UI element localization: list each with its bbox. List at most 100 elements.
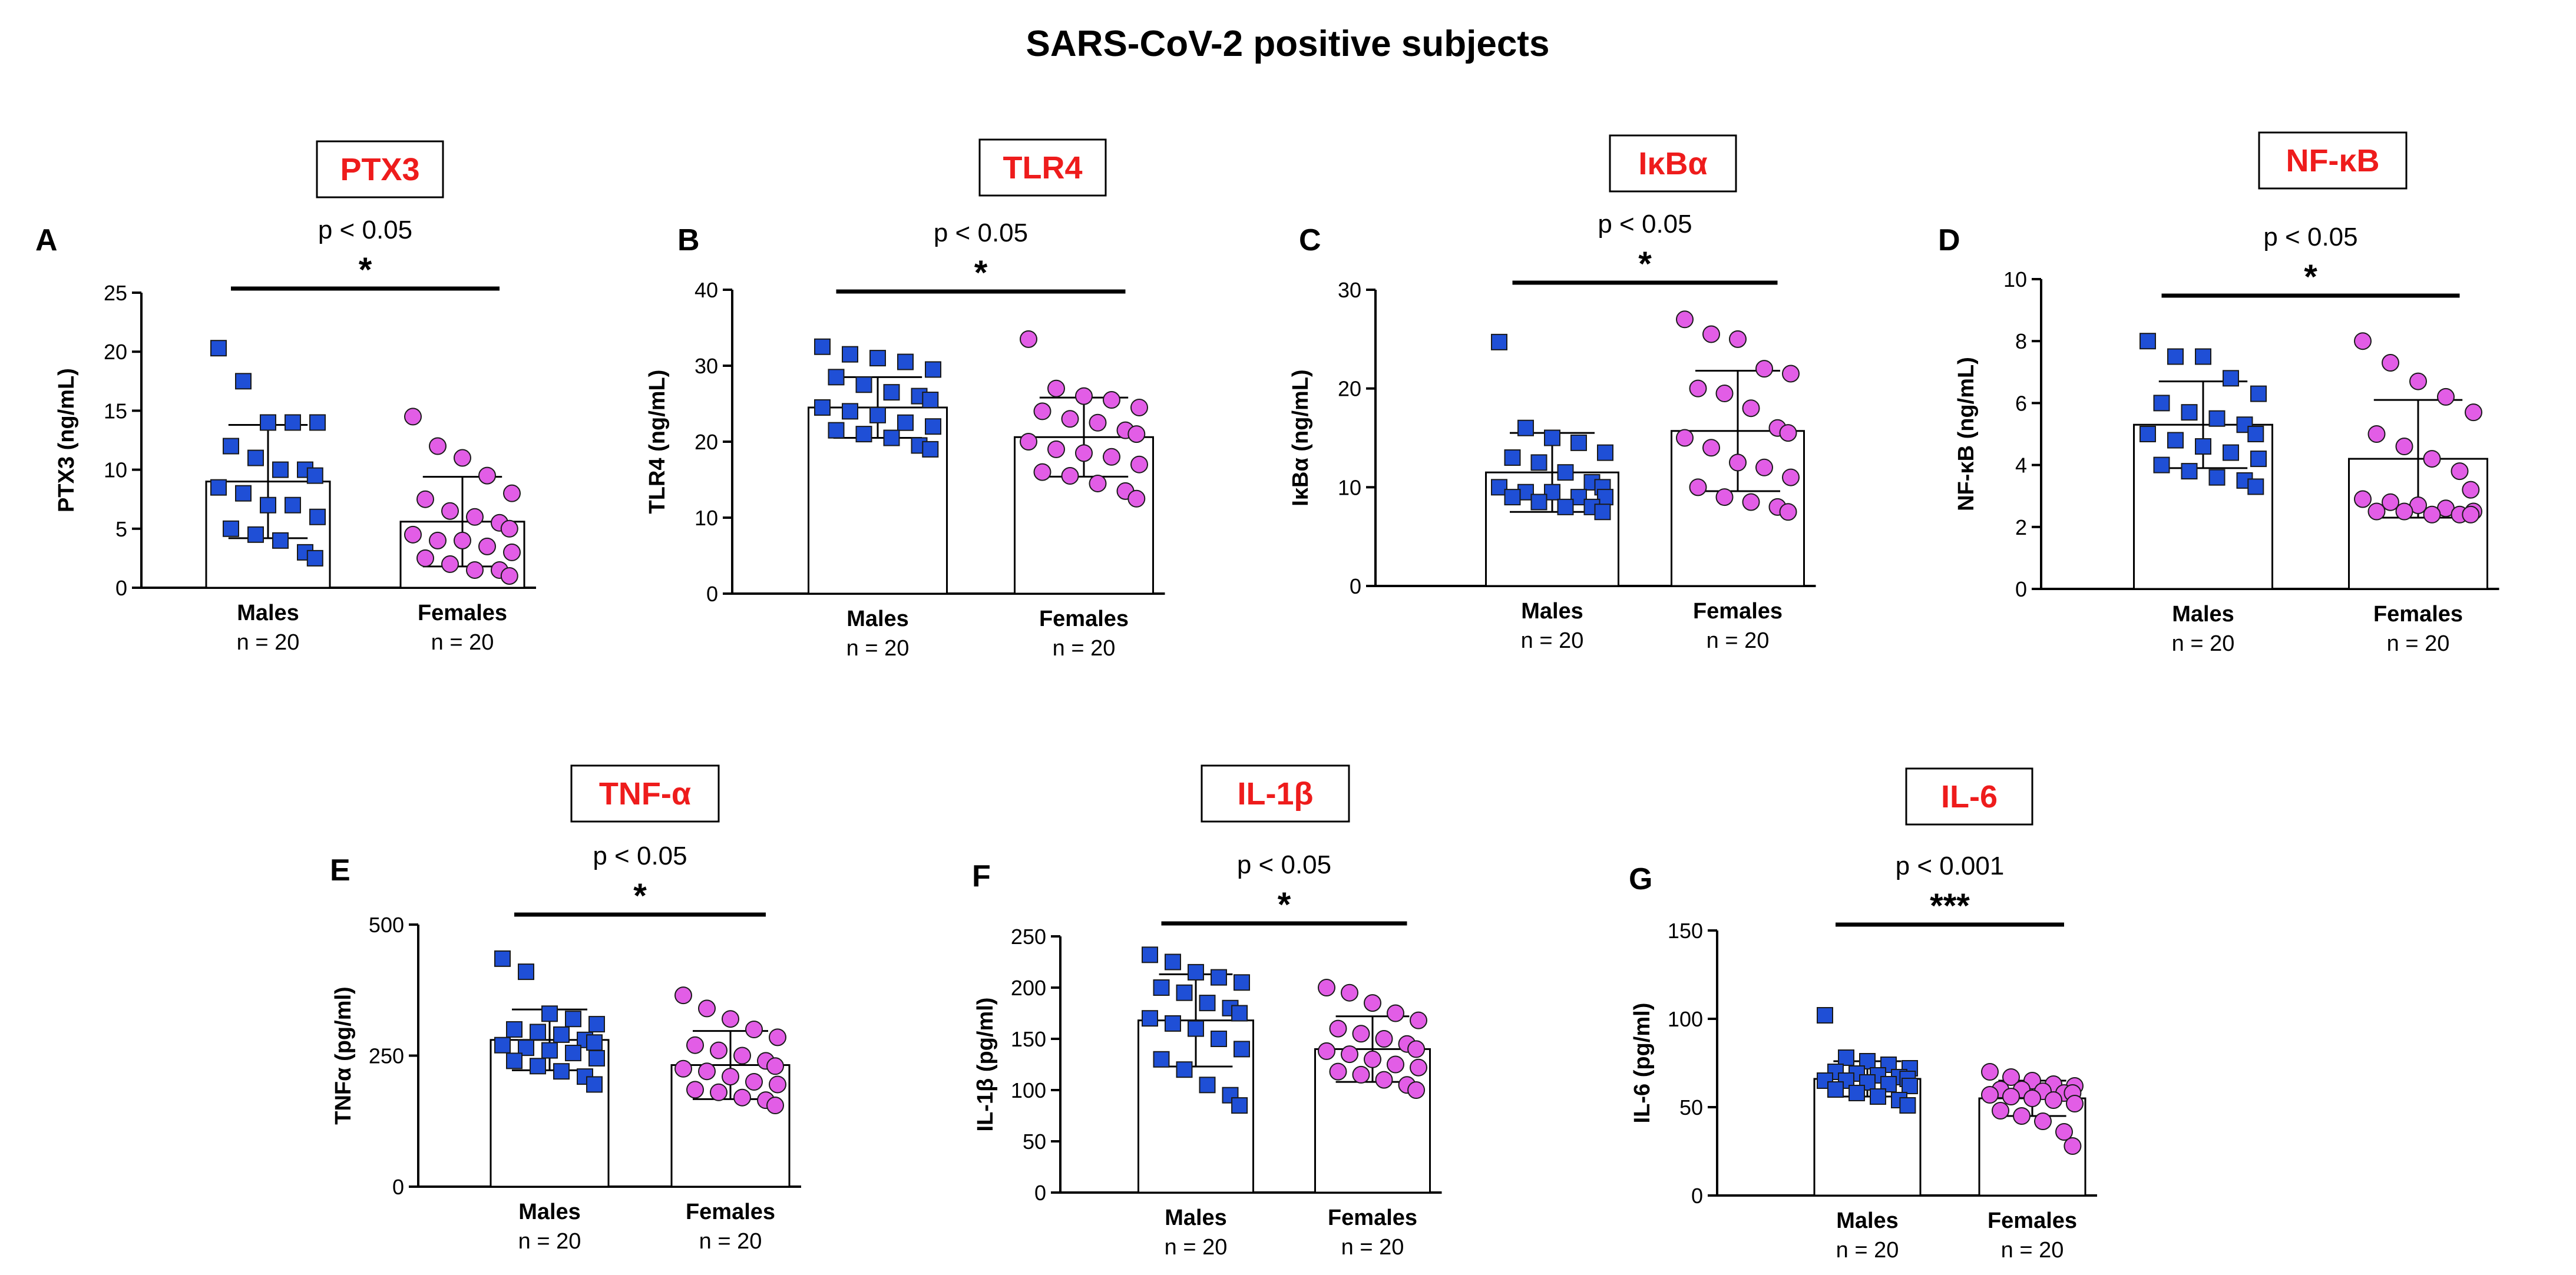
data-point-male [506, 1021, 523, 1038]
y-tick-label: 0 [115, 576, 127, 600]
category-label: Males [518, 1200, 581, 1224]
data-point-female [466, 561, 484, 579]
data-point-female [1089, 474, 1107, 492]
n-label: n = 20 [846, 636, 910, 661]
n-label: n = 20 [1053, 636, 1116, 661]
y-axis-label: IκBα (ng/mL) [1288, 369, 1313, 506]
data-point-male [2181, 404, 2198, 421]
data-point-male [1234, 974, 1250, 991]
significance-stars: * [633, 877, 647, 915]
category-label: Females [1988, 1208, 2077, 1233]
data-point-female [686, 1081, 704, 1099]
y-tick-label: 0 [1350, 574, 1361, 598]
data-point-male [1848, 1085, 1865, 1101]
data-point-female [1329, 1019, 1347, 1038]
data-point-female [733, 1088, 751, 1107]
category-label: Females [2373, 602, 2463, 627]
data-point-female [1676, 429, 1694, 447]
y-axis-label: TNFα (pg/ml) [331, 986, 356, 1124]
data-point-male [306, 467, 323, 484]
panel-c: C IκBα p < 0.05 * 0 10 20 30 IκBα (ng/mL) Males n … [1288, 134, 1816, 653]
panel-letter: F [972, 859, 991, 893]
data-point-male [1899, 1097, 1916, 1114]
data-point-female [416, 549, 434, 567]
data-point-male [1544, 429, 1560, 446]
y-tick-label: 0 [706, 582, 718, 606]
y-tick-label: 30 [1338, 278, 1361, 302]
data-point-female [769, 1075, 786, 1094]
data-point-female [2462, 505, 2480, 524]
data-point-male [2195, 438, 2211, 455]
significance-stars: *** [1930, 887, 1970, 925]
data-point-female [1782, 365, 1800, 383]
data-point-male [1142, 946, 1158, 963]
panel-title: NF-κB [2286, 143, 2379, 178]
p-value-label: p < 0.05 [1237, 850, 1331, 879]
data-point-female [1702, 439, 1720, 457]
data-point-male [1211, 1031, 1227, 1047]
data-point-male [1199, 1077, 1216, 1094]
data-point-female [1318, 1042, 1335, 1060]
data-point-male [247, 449, 264, 466]
data-point-male [1838, 1049, 1854, 1066]
data-point-female [2437, 388, 2455, 406]
data-point-male [1827, 1081, 1844, 1098]
data-point-female [722, 1068, 739, 1086]
category-label: Females [1693, 599, 1783, 624]
data-point-male [247, 526, 264, 543]
data-point-female [2354, 490, 2372, 508]
data-point-male [1142, 1010, 1158, 1027]
panel-title-box [2258, 131, 2408, 190]
data-point-female [1742, 399, 1760, 418]
y-tick-label: 0 [1034, 1181, 1046, 1205]
data-point-male [2167, 348, 2184, 365]
panel-letter: G [1629, 862, 1652, 896]
data-point-female [710, 1041, 728, 1059]
data-point-male [897, 414, 914, 431]
data-point-male [518, 963, 534, 981]
data-point-female [1352, 1065, 1370, 1084]
data-point-male [2223, 370, 2239, 387]
significance-stars: * [2304, 258, 2317, 296]
p-value-label: p < 0.05 [2263, 223, 2357, 251]
data-point-male [1570, 434, 1587, 451]
p-value-label: p < 0.05 [1598, 210, 1692, 239]
y-tick-label: 250 [369, 1044, 404, 1068]
data-point-female [766, 1097, 784, 1115]
data-point-male [1188, 1020, 1204, 1037]
data-point-female [733, 1047, 751, 1065]
data-point-female [698, 999, 716, 1018]
panel-e: E TNF-α p < 0.05 * 0 250 500 TNFα (pg/ml) Males n… [330, 764, 801, 1254]
data-point-male [541, 1042, 558, 1059]
data-point-male [588, 1049, 605, 1067]
data-point-female [1341, 1045, 1358, 1064]
y-tick-label: 20 [1338, 377, 1361, 401]
data-point-female [1689, 379, 1707, 398]
data-point-male [1504, 489, 1521, 506]
panel-f: F IL-1β p < 0.05 * 0 50 100 150 200 250 IL-1β (pg/… [972, 764, 1442, 1260]
y-tick-label: 50 [1679, 1095, 1703, 1120]
category-label: Females [686, 1200, 775, 1224]
data-point-male [210, 340, 227, 357]
panel-letter: C [1299, 223, 1321, 257]
y-tick-label: 2 [2015, 515, 2027, 539]
data-point-male [1859, 1053, 1876, 1069]
category-label: Females [418, 601, 507, 625]
data-point-female [766, 1057, 784, 1075]
data-point-male [814, 338, 831, 355]
data-point-male [883, 384, 900, 401]
y-tick-label: 0 [2015, 577, 2027, 601]
panel-title-box [1609, 134, 1737, 193]
data-point-female [2451, 462, 2469, 481]
data-point-female [503, 543, 521, 561]
y-axis-label: PTX3 (ng/mL) [54, 368, 79, 512]
data-point-male [2181, 463, 2198, 480]
data-point-male [541, 1005, 558, 1022]
data-point-female [2354, 332, 2372, 350]
data-point-female [2395, 438, 2413, 456]
panel-title-box [1201, 764, 1350, 823]
data-point-male [855, 426, 872, 443]
data-point-male [2208, 410, 2226, 427]
